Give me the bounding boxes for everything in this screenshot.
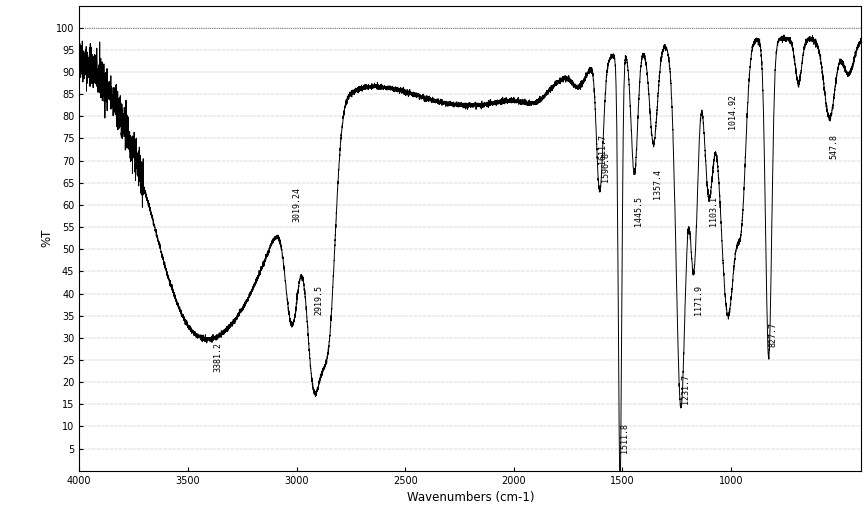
Text: 827.7: 827.7 — [768, 322, 778, 347]
Y-axis label: %T: %T — [40, 229, 53, 247]
Text: 1014.92: 1014.92 — [727, 94, 737, 129]
Text: 1231.7: 1231.7 — [681, 374, 690, 404]
Text: 1103.1: 1103.1 — [708, 196, 718, 226]
Text: 1171.9: 1171.9 — [694, 285, 703, 315]
Text: 3381.2: 3381.2 — [213, 342, 223, 372]
Text: 1511.8: 1511.8 — [620, 423, 629, 453]
X-axis label: Wavenumbers (cm-1): Wavenumbers (cm-1) — [407, 491, 534, 504]
Text: 1596.8: 1596.8 — [602, 152, 610, 182]
Text: 1611.7: 1611.7 — [598, 134, 607, 164]
Text: 2919.5: 2919.5 — [314, 285, 323, 315]
Text: 1445.5: 1445.5 — [635, 196, 643, 226]
Text: 547.8: 547.8 — [830, 134, 838, 159]
Text: 3019.24: 3019.24 — [292, 187, 302, 222]
Text: 1357.4: 1357.4 — [654, 169, 662, 200]
